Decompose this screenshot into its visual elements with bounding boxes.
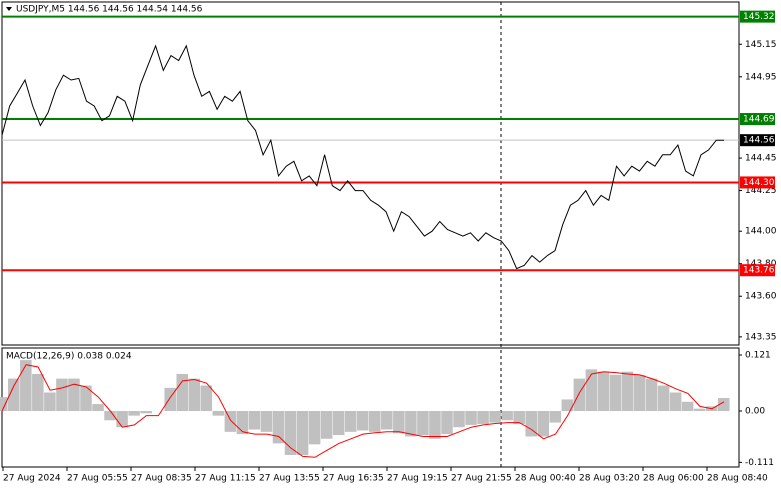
macd-bar	[56, 378, 68, 412]
macd-bar	[140, 411, 152, 414]
signal-line	[1, 364, 725, 458]
macd-bar	[417, 411, 429, 436]
macd-bar	[248, 411, 261, 430]
macd-bar	[356, 411, 369, 431]
level-label-box	[740, 10, 775, 23]
macd-bar	[645, 378, 658, 412]
macd-bar	[513, 411, 525, 424]
x-tick-label: 27 Aug 13:55	[259, 474, 320, 484]
macd-bar	[92, 404, 104, 412]
y-tick-label: 144.95	[745, 72, 777, 82]
macd-bar	[200, 385, 213, 412]
level-label-box	[740, 113, 775, 126]
macd-bar	[320, 411, 333, 439]
macd-bar	[296, 411, 309, 455]
y-tick-label: 144.25	[745, 186, 777, 196]
y-tick-label: 143.35	[745, 332, 777, 342]
macd-bar	[453, 411, 465, 428]
y-tick-label: 0.00	[745, 407, 765, 417]
price-panel	[1, 1, 740, 346]
x-tick-label: 27 Aug 16:35	[323, 474, 384, 484]
level-label: 144.69	[743, 115, 775, 125]
x-tick-label: 28 Aug 06:00	[643, 474, 704, 484]
macd-bar	[525, 411, 537, 437]
macd-bar	[441, 411, 453, 435]
x-tick-label: 27 Aug 11:15	[195, 474, 256, 484]
macd-bar	[20, 360, 32, 412]
macd-bar	[164, 387, 176, 412]
level-label-box	[740, 264, 775, 277]
macd-bar	[236, 411, 249, 435]
y-tick-label: 0.121	[745, 351, 771, 361]
macd-bar	[429, 411, 441, 439]
macd-bar	[188, 378, 201, 412]
macd-bar	[597, 371, 610, 412]
macd-bar	[489, 411, 501, 423]
x-tick-label: 27 Aug 21:55	[451, 474, 512, 484]
x-tick-label: 27 Aug 19:15	[387, 474, 448, 484]
macd-bar	[308, 411, 321, 445]
macd-bar	[633, 374, 646, 412]
macd-bar	[224, 411, 237, 432]
macd-bar	[669, 392, 682, 412]
macd-bar	[609, 374, 622, 412]
macd-bar	[44, 392, 56, 412]
x-tick-label: 27 Aug 05:55	[67, 474, 128, 484]
macd-bar	[128, 411, 140, 416]
x-tick-label: 28 Aug 00:40	[515, 474, 576, 484]
macd-bar	[32, 373, 44, 412]
level-label: 143.76	[743, 266, 775, 276]
macd-bar	[369, 411, 381, 432]
x-tick-label: 27 Aug 2024	[3, 474, 61, 484]
macd-bar	[332, 411, 345, 436]
macd-bar	[344, 411, 357, 432]
macd-bar	[573, 378, 586, 412]
chart-title: USDJPY,M5 144.56 144.56 144.54 144.56	[16, 5, 203, 15]
x-tick-label: 28 Aug 03:20	[579, 474, 640, 484]
x-tick-label: 28 Aug 08:40	[707, 474, 768, 484]
y-tick-label: 143.60	[745, 292, 777, 302]
level-label: 144.30	[743, 178, 775, 188]
macd-bar	[549, 411, 562, 423]
macd-bar	[284, 411, 297, 455]
macd-bar	[717, 398, 730, 412]
y-tick-label: -0.111	[745, 458, 774, 468]
macd-bar	[393, 411, 405, 434]
macd-bar	[477, 411, 489, 424]
current-price-label: 144.56	[743, 136, 775, 146]
macd-bar	[465, 411, 477, 425]
price-line	[1, 44, 724, 270]
macd-title: MACD(12,26,9) 0.038 0.024	[6, 352, 132, 362]
macd-bar	[272, 411, 285, 444]
macd-bar	[212, 411, 225, 416]
macd-bar	[8, 378, 20, 412]
level-label: 145.32	[743, 12, 775, 22]
macd-bar	[621, 371, 634, 412]
macd-bar	[405, 411, 417, 437]
y-tick-label: 144.00	[745, 227, 777, 237]
level-label-box	[740, 176, 775, 189]
macd-bar	[381, 411, 393, 430]
macd-bar	[68, 378, 80, 412]
current-price-box	[740, 134, 775, 147]
menu-arrow	[6, 7, 12, 11]
macd-bar	[176, 373, 189, 412]
macd-bar	[260, 411, 273, 432]
macd-bar	[681, 401, 694, 412]
x-tick-label: 27 Aug 08:35	[131, 474, 192, 484]
macd-bar	[116, 411, 128, 428]
macd-bar	[657, 385, 670, 412]
y-tick-label: 144.45	[745, 154, 777, 164]
macd-bar	[0, 397, 8, 412]
macd-bar	[693, 408, 706, 412]
macd-bar	[501, 411, 513, 421]
macd-bar	[585, 369, 598, 412]
macd-bar	[80, 385, 92, 412]
y-tick-label: 143.80	[745, 259, 777, 269]
macd-bar	[561, 399, 574, 412]
macd-bar	[537, 411, 550, 437]
y-tick-label: 145.15	[745, 40, 777, 50]
macd-bar	[104, 411, 116, 421]
